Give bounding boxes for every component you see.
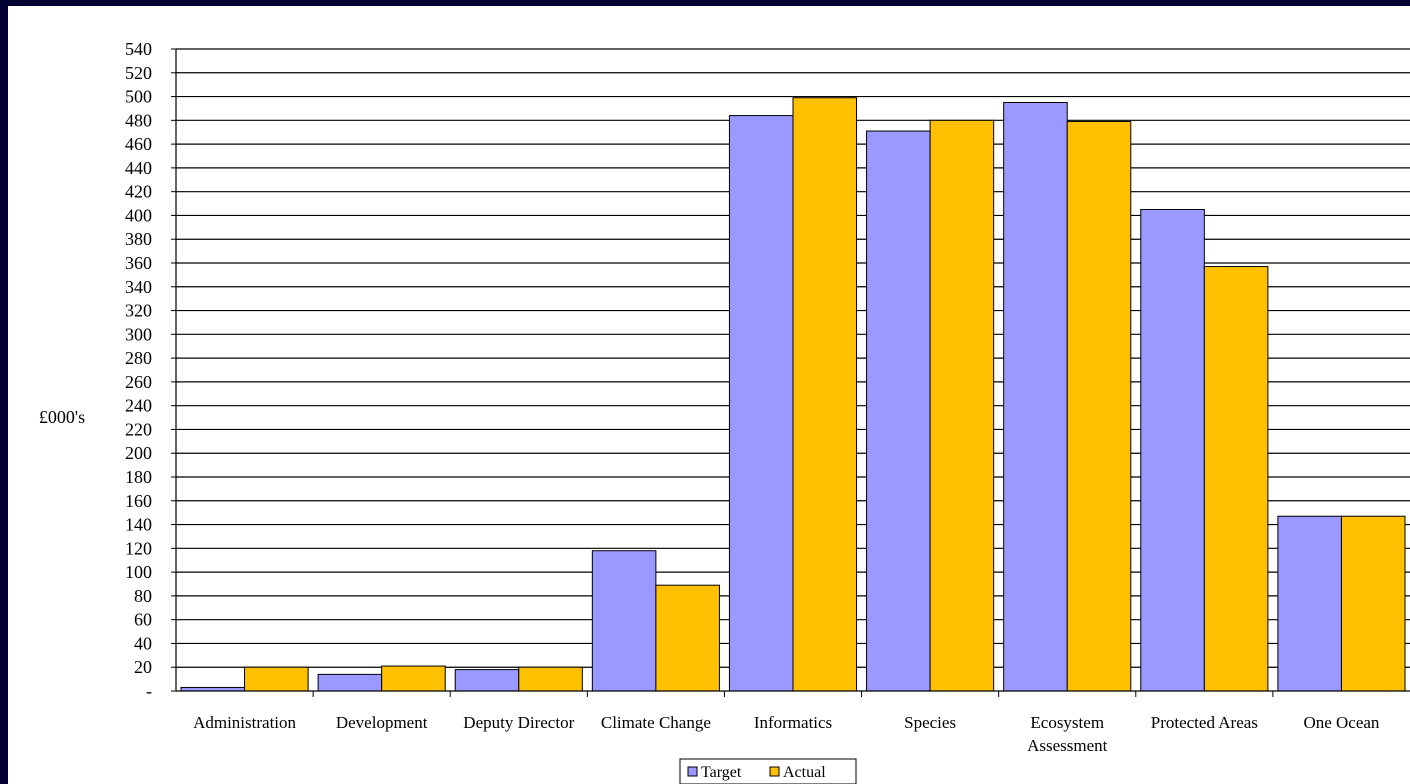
x-tick-label: Development bbox=[336, 713, 428, 732]
bar-target bbox=[317, 673, 383, 692]
bar-target bbox=[1277, 515, 1342, 692]
y-tick-label: 140 bbox=[125, 515, 152, 535]
bar-actual bbox=[381, 665, 446, 692]
x-tick-label: Ecosystem bbox=[1030, 713, 1104, 732]
y-tick-label: 360 bbox=[125, 253, 152, 273]
y-tick-label: 400 bbox=[125, 205, 152, 225]
bar-target bbox=[1140, 209, 1205, 692]
y-tick-label: 40 bbox=[134, 633, 152, 653]
y-axis-label: £000's bbox=[39, 407, 85, 427]
x-tick-label: One Ocean bbox=[1303, 713, 1379, 732]
legend-swatch-target bbox=[687, 766, 698, 777]
bar-actual bbox=[518, 666, 583, 692]
y-tick-label: 200 bbox=[125, 443, 152, 463]
x-tick-label: Climate Change bbox=[601, 713, 711, 732]
legend-box bbox=[679, 758, 857, 784]
x-tick-label: Protected Areas bbox=[1151, 713, 1258, 732]
y-tick-label: 20 bbox=[134, 657, 152, 677]
bar-target bbox=[591, 550, 657, 692]
x-tick-label: Assessment bbox=[1027, 736, 1108, 755]
bar-target bbox=[454, 669, 520, 692]
y-tick-label: 440 bbox=[125, 158, 152, 178]
y-tick-label: 520 bbox=[125, 63, 152, 83]
y-tick-label: 380 bbox=[125, 229, 152, 249]
bar-target bbox=[866, 130, 931, 692]
y-tick-label: 260 bbox=[125, 372, 152, 392]
bar-actual bbox=[1066, 121, 1132, 692]
y-tick-labels: - 20 40 60 80 100 120 140 160 180 200 220 240 260 280 3… bbox=[125, 39, 152, 701]
bar-actual bbox=[655, 584, 720, 692]
y-tick-label: 100 bbox=[125, 562, 152, 582]
y-tick-label: 60 bbox=[134, 610, 152, 630]
y-tick-label: 340 bbox=[125, 277, 152, 297]
y-tick-label: 460 bbox=[125, 134, 152, 154]
y-tick-label: 220 bbox=[125, 419, 152, 439]
y-tick-label: 120 bbox=[125, 538, 152, 558]
bar-actual bbox=[929, 119, 995, 692]
y-tick-label: 500 bbox=[125, 87, 152, 107]
x-tick-label: Species bbox=[904, 713, 956, 732]
bar-actual bbox=[1203, 266, 1269, 692]
y-tick-label: 320 bbox=[125, 301, 152, 321]
y-tick-label: 480 bbox=[125, 110, 152, 130]
legend-label-target: Target bbox=[701, 764, 742, 781]
y-tick-label: 240 bbox=[125, 396, 152, 416]
y-tick-label: 420 bbox=[125, 182, 152, 202]
x-tick-label: Informatics bbox=[754, 713, 832, 732]
bar-chart: - 20 40 60 80 100 120 140 160 180 200 220 240 260 280 3… bbox=[39, 39, 1410, 784]
axes bbox=[171, 48, 1410, 697]
bar-actual bbox=[792, 97, 858, 692]
y-tick-label: - bbox=[146, 681, 152, 701]
y-tick-label: 180 bbox=[125, 467, 152, 487]
x-tick-label: Administration bbox=[193, 713, 296, 732]
y-tick-label: 80 bbox=[134, 586, 152, 606]
y-tick-label: 300 bbox=[125, 324, 152, 344]
chart-area: - 20 40 60 80 100 120 140 160 180 200 220 240 260 280 3… bbox=[8, 6, 1410, 784]
x-tick-label: Deputy Director bbox=[463, 713, 574, 732]
legend-label-actual: Actual bbox=[783, 764, 826, 781]
legend: Target Actual bbox=[679, 758, 857, 784]
legend-swatch-actual bbox=[769, 766, 780, 777]
bar-actual bbox=[1340, 515, 1406, 692]
bars bbox=[180, 97, 1406, 692]
bar-target bbox=[1003, 102, 1068, 692]
bar-target bbox=[728, 115, 794, 692]
x-tick-labels: Administration Development Deputy Director… bbox=[193, 713, 1380, 755]
y-tick-label: 160 bbox=[125, 491, 152, 511]
y-tick-label: 540 bbox=[125, 39, 152, 59]
bar-actual bbox=[244, 666, 309, 692]
y-tick-label: 280 bbox=[125, 348, 152, 368]
